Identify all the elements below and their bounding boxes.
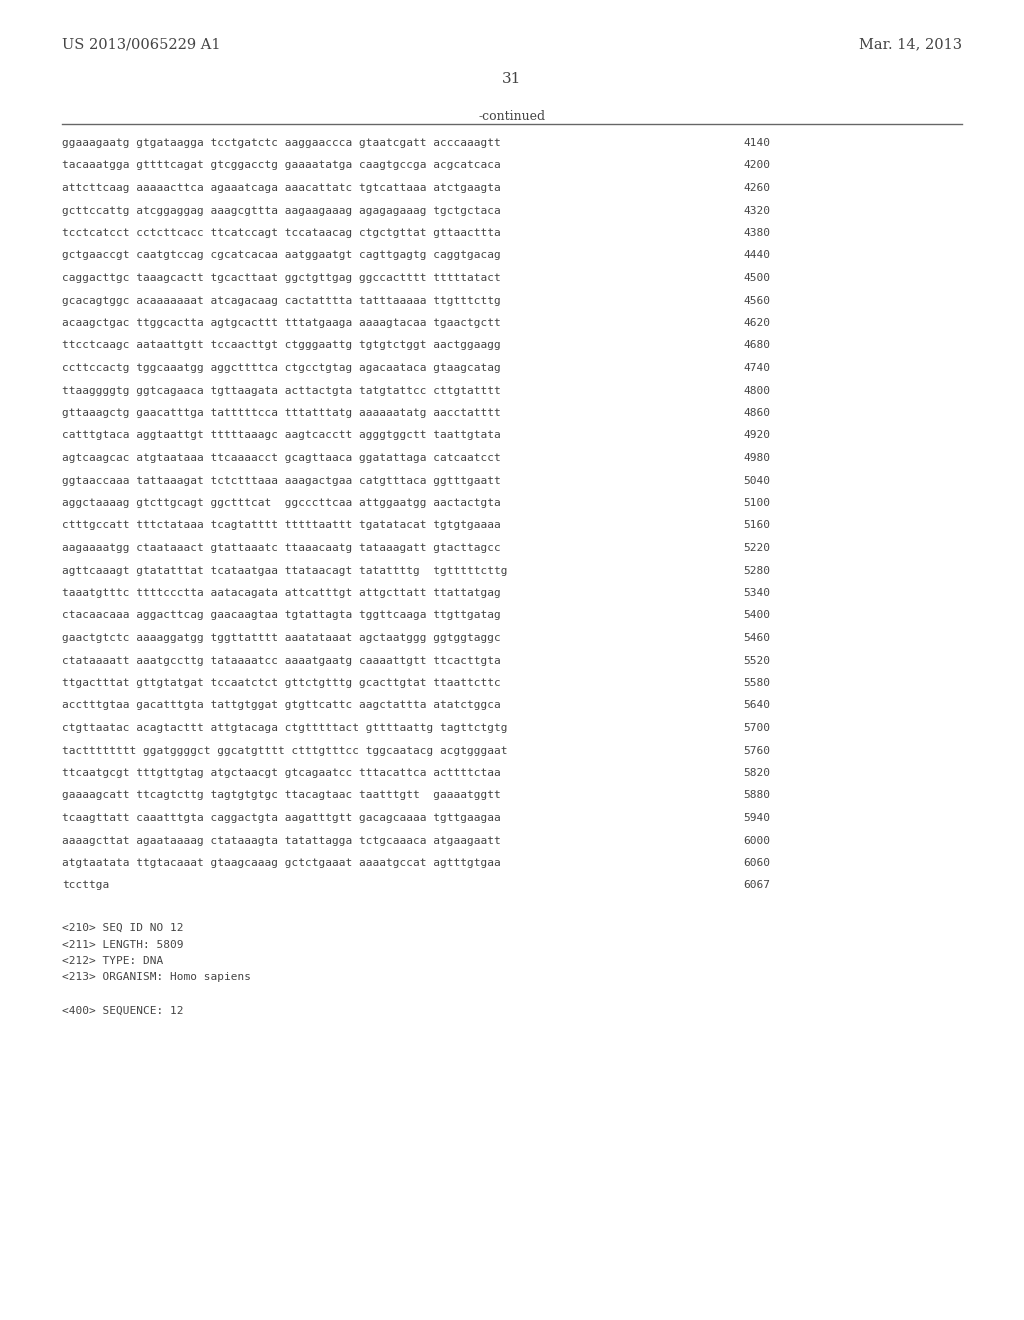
- Text: 4620: 4620: [743, 318, 770, 327]
- Text: ggtaaccaaa tattaaagat tctctttaaa aaagactgaa catgtttaca ggtttgaatt: ggtaaccaaa tattaaagat tctctttaaa aaagact…: [62, 475, 501, 486]
- Text: 5580: 5580: [743, 678, 770, 688]
- Text: ctataaaatt aaatgccttg tataaaatcc aaaatgaatg caaaattgtt ttcacttgta: ctataaaatt aaatgccttg tataaaatcc aaaatga…: [62, 656, 501, 665]
- Text: aggctaaaag gtcttgcagt ggctttcat  ggcccttcaa attggaatgg aactactgta: aggctaaaag gtcttgcagt ggctttcat ggcccttc…: [62, 498, 501, 508]
- Text: <210> SEQ ID NO 12: <210> SEQ ID NO 12: [62, 923, 183, 933]
- Text: 5460: 5460: [743, 634, 770, 643]
- Text: aaaagcttat agaataaaag ctataaagta tatattagga tctgcaaaca atgaagaatt: aaaagcttat agaataaaag ctataaagta tatatta…: [62, 836, 501, 846]
- Text: ggaaagaatg gtgataagga tcctgatctc aaggaaccca gtaatcgatt acccaaagtt: ggaaagaatg gtgataagga tcctgatctc aaggaac…: [62, 139, 501, 148]
- Text: caggacttgc taaagcactt tgcacttaat ggctgttgag ggccactttt tttttatact: caggacttgc taaagcactt tgcacttaat ggctgtt…: [62, 273, 501, 282]
- Text: aagaaaatgg ctaataaact gtattaaatc ttaaacaatg tataaagatt gtacttagcc: aagaaaatgg ctaataaact gtattaaatc ttaaaca…: [62, 543, 501, 553]
- Text: tcaagttatt caaatttgta caggactgta aagatttgtt gacagcaaaa tgttgaagaa: tcaagttatt caaatttgta caggactgta aagattt…: [62, 813, 501, 822]
- Text: 6067: 6067: [743, 880, 770, 891]
- Text: 5640: 5640: [743, 701, 770, 710]
- Text: 4320: 4320: [743, 206, 770, 215]
- Text: acctttgtaa gacatttgta tattgtggat gtgttcattc aagctattta atatctggca: acctttgtaa gacatttgta tattgtggat gtgttca…: [62, 701, 501, 710]
- Text: 5520: 5520: [743, 656, 770, 665]
- Text: 4680: 4680: [743, 341, 770, 351]
- Text: 5340: 5340: [743, 587, 770, 598]
- Text: tactttttttt ggatggggct ggcatgtttt ctttgtttcc tggcaatacg acgtgggaat: tactttttttt ggatggggct ggcatgtttt ctttgt…: [62, 746, 508, 755]
- Text: ccttccactg tggcaaatgg aggcttttca ctgcctgtag agacaataca gtaagcatag: ccttccactg tggcaaatgg aggcttttca ctgcctg…: [62, 363, 501, 374]
- Text: 4560: 4560: [743, 296, 770, 305]
- Text: acaagctgac ttggcactta agtgcacttt tttatgaaga aaaagtacaa tgaactgctt: acaagctgac ttggcactta agtgcacttt tttatga…: [62, 318, 501, 327]
- Text: attcttcaag aaaaacttca agaaatcaga aaacattatc tgtcattaaa atctgaagta: attcttcaag aaaaacttca agaaatcaga aaacatt…: [62, 183, 501, 193]
- Text: 5760: 5760: [743, 746, 770, 755]
- Text: 5220: 5220: [743, 543, 770, 553]
- Text: 4380: 4380: [743, 228, 770, 238]
- Text: tccttga: tccttga: [62, 880, 110, 891]
- Text: 5160: 5160: [743, 520, 770, 531]
- Text: <400> SEQUENCE: 12: <400> SEQUENCE: 12: [62, 1006, 183, 1015]
- Text: 5940: 5940: [743, 813, 770, 822]
- Text: 4980: 4980: [743, 453, 770, 463]
- Text: taaatgtttc ttttccctta aatacagata attcatttgt attgcttatt ttattatgag: taaatgtttc ttttccctta aatacagata attcatt…: [62, 587, 501, 598]
- Text: <212> TYPE: DNA: <212> TYPE: DNA: [62, 956, 163, 966]
- Text: gctgaaccgt caatgtccag cgcatcacaa aatggaatgt cagttgagtg caggtgacag: gctgaaccgt caatgtccag cgcatcacaa aatggaa…: [62, 251, 501, 260]
- Text: 5820: 5820: [743, 768, 770, 777]
- Text: 4740: 4740: [743, 363, 770, 374]
- Text: ttaaggggtg ggtcagaaca tgttaagata acttactgta tatgtattcc cttgtatttt: ttaaggggtg ggtcagaaca tgttaagata acttact…: [62, 385, 501, 396]
- Text: <213> ORGANISM: Homo sapiens: <213> ORGANISM: Homo sapiens: [62, 973, 251, 982]
- Text: agttcaaagt gtatatttat tcataatgaa ttataacagt tatattttg  tgtttttcttg: agttcaaagt gtatatttat tcataatgaa ttataac…: [62, 565, 508, 576]
- Text: 5880: 5880: [743, 791, 770, 800]
- Text: ctttgccatt tttctataaa tcagtatttt tttttaattt tgatatacat tgtgtgaaaa: ctttgccatt tttctataaa tcagtatttt tttttaa…: [62, 520, 501, 531]
- Text: gaactgtctc aaaaggatgg tggttatttt aaatataaat agctaatggg ggtggtaggc: gaactgtctc aaaaggatgg tggttatttt aaatata…: [62, 634, 501, 643]
- Text: 5280: 5280: [743, 565, 770, 576]
- Text: 4200: 4200: [743, 161, 770, 170]
- Text: 6000: 6000: [743, 836, 770, 846]
- Text: US 2013/0065229 A1: US 2013/0065229 A1: [62, 37, 220, 51]
- Text: ttcctcaagc aataattgtt tccaacttgt ctgggaattg tgtgtctggt aactggaagg: ttcctcaagc aataattgtt tccaacttgt ctgggaa…: [62, 341, 501, 351]
- Text: 6060: 6060: [743, 858, 770, 869]
- Text: 4140: 4140: [743, 139, 770, 148]
- Text: gcttccattg atcggaggag aaagcgttta aagaagaaag agagagaaag tgctgctaca: gcttccattg atcggaggag aaagcgttta aagaaga…: [62, 206, 501, 215]
- Text: 5400: 5400: [743, 610, 770, 620]
- Text: agtcaagcac atgtaataaa ttcaaaacct gcagttaaca ggatattaga catcaatcct: agtcaagcac atgtaataaa ttcaaaacct gcagtta…: [62, 453, 501, 463]
- Text: <211> LENGTH: 5809: <211> LENGTH: 5809: [62, 940, 183, 949]
- Text: tacaaatgga gttttcagat gtcggacctg gaaaatatga caagtgccga acgcatcaca: tacaaatgga gttttcagat gtcggacctg gaaaata…: [62, 161, 501, 170]
- Text: 4860: 4860: [743, 408, 770, 418]
- Text: gttaaagctg gaacatttga tatttttcca tttatttatg aaaaaatatg aacctatttt: gttaaagctg gaacatttga tatttttcca tttattt…: [62, 408, 501, 418]
- Text: 4800: 4800: [743, 385, 770, 396]
- Text: -continued: -continued: [478, 110, 546, 123]
- Text: 5100: 5100: [743, 498, 770, 508]
- Text: Mar. 14, 2013: Mar. 14, 2013: [859, 37, 962, 51]
- Text: ctgttaatac acagtacttt attgtacaga ctgtttttact gttttaattg tagttctgtg: ctgttaatac acagtacttt attgtacaga ctgtttt…: [62, 723, 508, 733]
- Text: ttcaatgcgt tttgttgtag atgctaacgt gtcagaatcc tttacattca acttttctaa: ttcaatgcgt tttgttgtag atgctaacgt gtcagaa…: [62, 768, 501, 777]
- Text: gaaaagcatt ttcagtcttg tagtgtgtgc ttacagtaac taatttgtt  gaaaatggtt: gaaaagcatt ttcagtcttg tagtgtgtgc ttacagt…: [62, 791, 501, 800]
- Text: 4920: 4920: [743, 430, 770, 441]
- Text: 31: 31: [503, 73, 521, 86]
- Text: 4440: 4440: [743, 251, 770, 260]
- Text: atgtaatata ttgtacaaat gtaagcaaag gctctgaaat aaaatgccat agtttgtgaa: atgtaatata ttgtacaaat gtaagcaaag gctctga…: [62, 858, 501, 869]
- Text: ttgactttat gttgtatgat tccaatctct gttctgtttg gcacttgtat ttaattcttc: ttgactttat gttgtatgat tccaatctct gttctgt…: [62, 678, 501, 688]
- Text: 5700: 5700: [743, 723, 770, 733]
- Text: catttgtaca aggtaattgt tttttaaagc aagtcacctt agggtggctt taattgtata: catttgtaca aggtaattgt tttttaaagc aagtcac…: [62, 430, 501, 441]
- Text: gcacagtggc acaaaaaaat atcagacaag cactatttta tatttaaaaa ttgtttcttg: gcacagtggc acaaaaaaat atcagacaag cactatt…: [62, 296, 501, 305]
- Text: 4500: 4500: [743, 273, 770, 282]
- Text: 4260: 4260: [743, 183, 770, 193]
- Text: 5040: 5040: [743, 475, 770, 486]
- Text: tcctcatcct cctcttcacc ttcatccagt tccataacag ctgctgttat gttaacttta: tcctcatcct cctcttcacc ttcatccagt tccataa…: [62, 228, 501, 238]
- Text: ctacaacaaa aggacttcag gaacaagtaa tgtattagta tggttcaaga ttgttgatag: ctacaacaaa aggacttcag gaacaagtaa tgtatta…: [62, 610, 501, 620]
